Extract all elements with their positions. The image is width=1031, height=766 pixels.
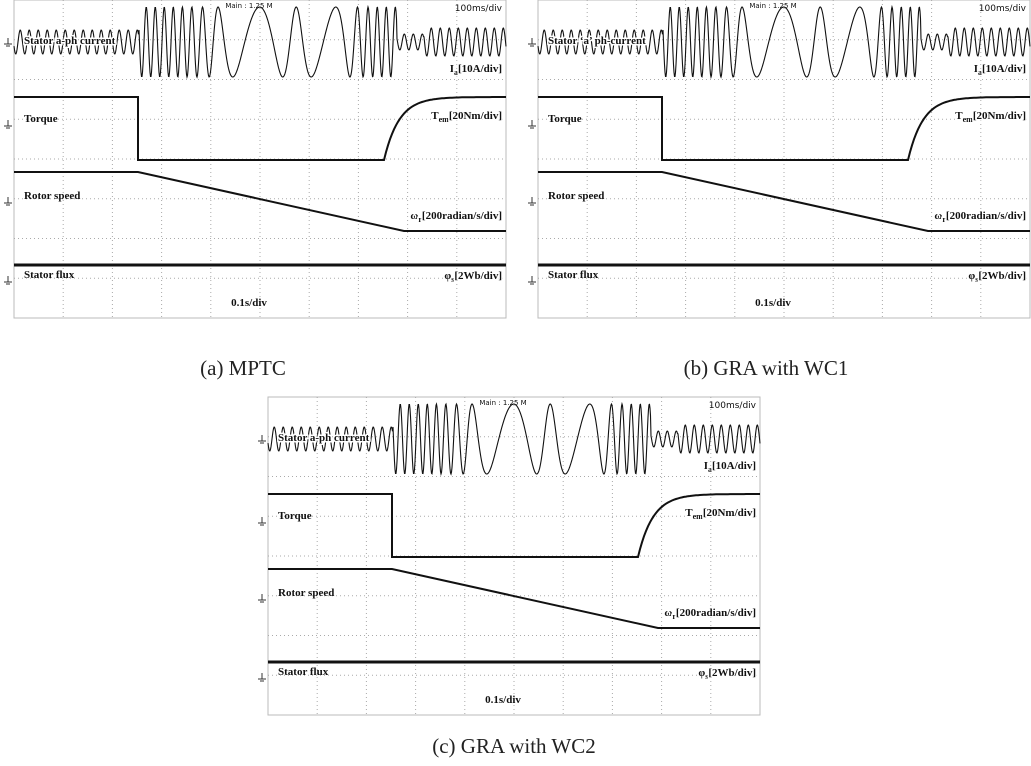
trace-scale: Ia[10A/div] <box>450 63 502 77</box>
trace-scale: Ia[10A/div] <box>974 63 1026 77</box>
panel-caption: (b) GRA with WC1 <box>684 356 849 380</box>
trace-label: Stator flux <box>548 269 599 281</box>
scope-mode: Main : 1.25 M <box>479 399 526 407</box>
trace-scale: φs[2Wb/div] <box>444 270 502 284</box>
trace-scale: Tem[20Nm/div] <box>955 110 1026 124</box>
trace-scale: Tem[20Nm/div] <box>431 110 502 124</box>
ground-marker <box>528 276 536 285</box>
timebase: 100ms/div <box>709 401 757 411</box>
panel-caption: (c) GRA with WC2 <box>432 734 596 758</box>
trace-symbol: T <box>431 110 439 122</box>
torque-waveform <box>268 493 760 558</box>
trace-symbol: I <box>450 63 454 75</box>
trace-subscript: r <box>672 612 676 621</box>
trace-unit: [20Nm/div] <box>703 507 756 519</box>
trace-subscript: em <box>963 115 974 124</box>
trace-subscript: a <box>708 465 712 474</box>
trace-symbol: ω <box>410 210 418 222</box>
trace-unit: [10A/div] <box>712 460 756 472</box>
trace-scale: ωr[200radian/s/div] <box>410 210 502 224</box>
time-scale: 0.1s/div <box>755 297 791 309</box>
trace-label: Stator flux <box>24 269 75 281</box>
trace-unit: [2Wb/div] <box>454 270 502 282</box>
trace-unit: [20Nm/div] <box>973 110 1026 122</box>
trace-subscript: s <box>451 275 454 284</box>
current-waveform <box>13 4 507 80</box>
trace-symbol: T <box>685 507 693 519</box>
ground-marker <box>528 120 536 129</box>
timebase: 100ms/div <box>455 4 503 14</box>
trace-subscript: em <box>693 512 704 521</box>
ground-marker <box>4 38 12 47</box>
trace-unit: [2Wb/div] <box>978 270 1026 282</box>
scope-panel: Main : 1.25 M 100ms/div 0.1s/div Stator a-p… <box>4 0 507 319</box>
trace-subscript: s <box>975 275 978 284</box>
speed-waveform <box>268 568 760 629</box>
ground-marker <box>4 197 12 206</box>
trace-subscript: em <box>439 115 450 124</box>
torque-waveform <box>14 96 506 161</box>
trace-symbol: φ <box>968 270 975 282</box>
ground-marker <box>258 435 266 444</box>
trace-label: Rotor speed <box>548 190 604 202</box>
time-scale: 0.1s/div <box>485 694 521 706</box>
ground-marker <box>528 197 536 206</box>
trace-unit: [200radian/s/div] <box>422 210 502 222</box>
trace-symbol: ω <box>664 607 672 619</box>
trace-label: Stator a-ph current <box>24 35 116 47</box>
ground-marker <box>258 517 266 526</box>
speed-waveform <box>538 171 1030 232</box>
trace-unit: [10A/div] <box>458 63 502 75</box>
trace-label: Stator ‘a’ ph-current <box>548 35 646 47</box>
trace-label: Torque <box>24 113 58 125</box>
trace-scale: φs[2Wb/div] <box>968 270 1026 284</box>
trace-scale: φs[2Wb/div] <box>698 667 756 681</box>
trace-unit: [200radian/s/div] <box>946 210 1026 222</box>
trace-scale: Ia[10A/div] <box>704 460 756 474</box>
trace-label: Stator a-ph current <box>278 432 370 444</box>
trace-unit: [2Wb/div] <box>708 667 756 679</box>
trace-scale: Tem[20Nm/div] <box>685 507 756 521</box>
trace-unit: [200radian/s/div] <box>676 607 756 619</box>
trace-symbol: φ <box>698 667 705 679</box>
ground-marker <box>528 38 536 47</box>
trace-symbol: T <box>955 110 963 122</box>
ground-marker <box>258 673 266 682</box>
time-scale: 0.1s/div <box>231 297 267 309</box>
trace-label: Torque <box>548 113 582 125</box>
trace-label: Rotor speed <box>278 587 334 599</box>
trace-subscript: s <box>705 672 708 681</box>
trace-symbol: I <box>974 63 978 75</box>
scope-panel: Main : 1.25 M 100ms/div 0.1s/div Stator a-p… <box>258 396 761 716</box>
torque-waveform <box>538 96 1030 161</box>
speed-waveform <box>14 171 506 232</box>
trace-subscript: r <box>942 215 946 224</box>
panel-caption: (a) MPTC <box>200 356 286 380</box>
trace-label: Torque <box>278 510 312 522</box>
trace-symbol: I <box>704 460 708 472</box>
scope-panel: Main : 1.25 M 100ms/div 0.1s/div Stator ‘a’… <box>528 0 1031 319</box>
trace-symbol: ω <box>934 210 942 222</box>
trace-subscript: a <box>978 68 982 77</box>
trace-subscript: a <box>454 68 458 77</box>
current-waveform <box>537 4 1031 80</box>
scope-mode: Main : 1.25 M <box>225 2 272 10</box>
trace-scale: ωr[200radian/s/div] <box>664 607 756 621</box>
ground-marker <box>258 594 266 603</box>
trace-label: Rotor speed <box>24 190 80 202</box>
trace-scale: ωr[200radian/s/div] <box>934 210 1026 224</box>
current-waveform <box>267 401 761 477</box>
ground-marker <box>4 120 12 129</box>
trace-unit: [10A/div] <box>982 63 1026 75</box>
scope-mode: Main : 1.25 M <box>749 2 796 10</box>
ground-marker <box>4 276 12 285</box>
trace-subscript: r <box>418 215 422 224</box>
trace-unit: [20Nm/div] <box>449 110 502 122</box>
trace-label: Stator flux <box>278 666 329 678</box>
trace-symbol: φ <box>444 270 451 282</box>
timebase: 100ms/div <box>979 4 1027 14</box>
